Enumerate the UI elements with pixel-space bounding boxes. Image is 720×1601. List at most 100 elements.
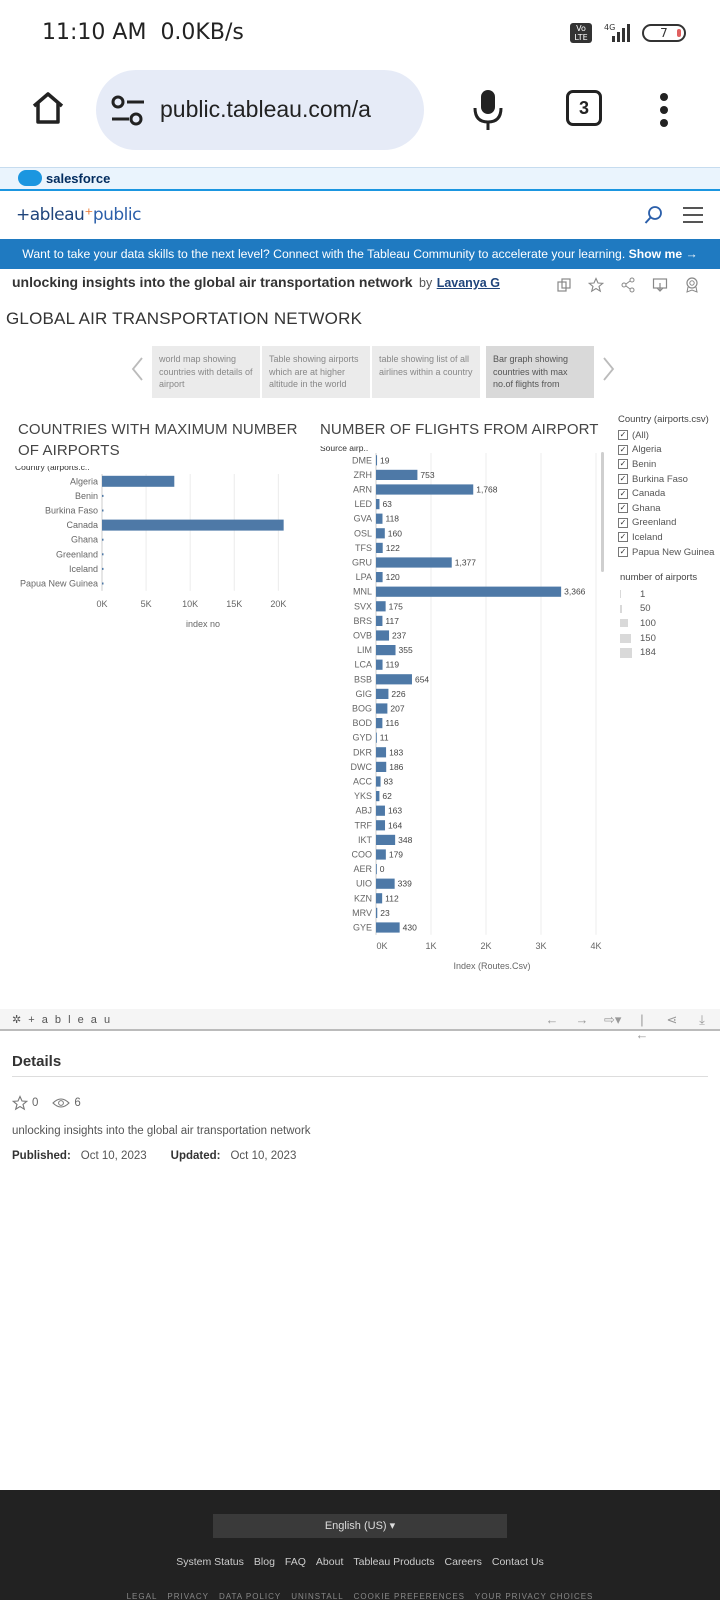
story-prev-arrow-icon[interactable] xyxy=(130,356,144,382)
chart2-bar[interactable] xyxy=(376,688,389,699)
footer-link[interactable]: FAQ xyxy=(284,1556,306,1568)
revert-icon[interactable]: ⇨▾ xyxy=(604,1012,622,1027)
chart2-bar[interactable] xyxy=(376,469,418,480)
tab-switcher-button[interactable]: 3 xyxy=(566,90,602,126)
chart2-bar[interactable] xyxy=(376,820,386,831)
chart2-scrollbar[interactable] xyxy=(601,452,604,572)
copy-icon[interactable] xyxy=(556,277,572,293)
url-text[interactable]: public.tableau.com/a xyxy=(160,96,371,122)
site-settings-icon[interactable] xyxy=(110,94,146,128)
chart2-bar[interactable] xyxy=(376,586,562,597)
chart2-bar[interactable] xyxy=(376,776,381,787)
story-point-4[interactable]: Bar graph showing countries with max no.… xyxy=(486,346,594,398)
chart2-bar[interactable] xyxy=(376,645,396,656)
checkbox-checked-icon[interactable]: ✓ xyxy=(618,430,628,441)
legal-link[interactable]: DATA POLICY xyxy=(218,1592,282,1601)
promo-show-me-link[interactable]: Show me → xyxy=(628,247,698,261)
author-link[interactable]: Lavanya G xyxy=(436,276,500,290)
story-point-1[interactable]: world map showing countries with details… xyxy=(152,346,260,398)
chart1-bar[interactable] xyxy=(102,538,104,541)
chart2-bar[interactable] xyxy=(376,834,396,845)
chart2-bar[interactable] xyxy=(376,601,386,612)
country-filter-item[interactable]: ✓ Canada xyxy=(618,486,720,501)
share-icon[interactable] xyxy=(620,277,636,293)
legal-link[interactable]: COOKIE PREFERENCES xyxy=(353,1592,465,1601)
chart2-bar[interactable] xyxy=(376,922,400,933)
toolbar-share-icon[interactable]: ⋖ xyxy=(666,1012,678,1027)
chart2-bar[interactable] xyxy=(376,805,385,816)
chart2-bar[interactable] xyxy=(376,893,383,904)
chart1-bar[interactable] xyxy=(102,475,175,487)
tableau-toolbar-logo[interactable]: ✲ + a b l e a u xyxy=(12,1013,112,1026)
chart1-bar[interactable] xyxy=(102,519,284,531)
home-icon[interactable] xyxy=(28,88,68,128)
download-icon[interactable] xyxy=(652,277,668,293)
chart2-bar[interactable] xyxy=(376,674,412,685)
chart2-bar[interactable] xyxy=(376,907,378,918)
chart2-bar[interactable] xyxy=(376,718,383,729)
legal-link[interactable]: PRIVACY xyxy=(167,1592,209,1601)
chart2-bar[interactable] xyxy=(376,572,383,583)
footer-link[interactable]: System Status xyxy=(176,1556,244,1568)
footer-link[interactable]: Contact Us xyxy=(491,1556,544,1568)
checkbox-checked-icon[interactable]: ✓ xyxy=(618,547,628,558)
checkbox-checked-icon[interactable]: ✓ xyxy=(618,488,628,499)
chart2-bar[interactable] xyxy=(376,499,380,510)
language-select[interactable]: English (US) ▾ xyxy=(213,1514,507,1538)
footer-link[interactable]: Careers xyxy=(444,1556,482,1568)
more-options-icon[interactable] xyxy=(654,92,674,128)
country-filter-item[interactable]: ✓ Burkina Faso xyxy=(618,472,720,487)
favorite-star-icon[interactable] xyxy=(588,277,604,293)
country-filter-item[interactable]: ✓ Benin xyxy=(618,457,720,472)
checkbox-checked-icon[interactable]: ✓ xyxy=(618,444,628,455)
chart1-bar[interactable] xyxy=(102,582,104,585)
chart2-bar[interactable] xyxy=(376,849,386,860)
chart2-bar[interactable] xyxy=(376,455,378,466)
footer-link[interactable]: Blog xyxy=(253,1556,275,1568)
chart2-bar[interactable] xyxy=(376,615,383,626)
microphone-icon[interactable] xyxy=(470,88,506,132)
footer-link[interactable]: About xyxy=(315,1556,344,1568)
chart1-bar[interactable] xyxy=(102,494,104,497)
redo-icon[interactable]: → xyxy=(575,1012,589,1027)
chart2-bar[interactable] xyxy=(376,703,388,714)
chart2-bar[interactable] xyxy=(376,747,387,758)
country-filter-item[interactable]: ✓ Greenland xyxy=(618,516,720,531)
legal-link[interactable]: YOUR PRIVACY CHOICES xyxy=(475,1592,594,1601)
revert-all-icon[interactable]: |← xyxy=(635,1012,649,1042)
chart2-bar[interactable] xyxy=(376,878,395,889)
checkbox-checked-icon[interactable]: ✓ xyxy=(618,532,628,543)
chart2-bar[interactable] xyxy=(376,542,383,553)
chart2-bar[interactable] xyxy=(376,630,390,641)
chart2-bar[interactable] xyxy=(376,864,377,875)
chart1-bar[interactable] xyxy=(102,509,104,512)
story-next-arrow-icon[interactable] xyxy=(602,356,616,382)
chart2-bar[interactable] xyxy=(376,761,387,772)
chart1-bar[interactable] xyxy=(102,553,104,556)
chart2-bar[interactable] xyxy=(376,484,474,495)
checkbox-checked-icon[interactable]: ✓ xyxy=(618,474,628,485)
url-field[interactable]: public.tableau.com/a xyxy=(96,70,424,150)
chart2-bar[interactable] xyxy=(376,528,385,539)
checkbox-checked-icon[interactable]: ✓ xyxy=(618,517,628,528)
chart2-bar[interactable] xyxy=(376,732,377,743)
checkbox-checked-icon[interactable]: ✓ xyxy=(618,503,628,514)
badge-icon[interactable] xyxy=(684,277,700,293)
story-point-3[interactable]: table showing list of all airlines withi… xyxy=(372,346,480,398)
hamburger-menu-icon[interactable] xyxy=(683,207,703,223)
undo-icon[interactable]: ← xyxy=(545,1012,559,1027)
chart2-bar[interactable] xyxy=(376,557,452,568)
country-filter-item[interactable]: ✓ Iceland xyxy=(618,530,720,545)
tableau-public-logo[interactable]: +ableau⁺public xyxy=(16,205,141,225)
favorites-stat[interactable]: 0 xyxy=(12,1095,38,1111)
country-filter-item[interactable]: ✓ Ghana xyxy=(618,501,720,516)
chart2-bar[interactable] xyxy=(376,513,383,524)
salesforce-logo[interactable]: salesforce xyxy=(18,170,110,186)
country-filter-item[interactable]: ✓ (All) xyxy=(618,428,720,443)
chart1-bar[interactable] xyxy=(102,567,104,570)
country-filter-item[interactable]: ✓ Algeria xyxy=(618,443,720,458)
checkbox-checked-icon[interactable]: ✓ xyxy=(618,459,628,470)
country-filter-item[interactable]: ✓ Papua New Guinea xyxy=(618,545,720,560)
legal-link[interactable]: LEGAL xyxy=(126,1592,158,1601)
legal-link[interactable]: UNINSTALL xyxy=(291,1592,344,1601)
